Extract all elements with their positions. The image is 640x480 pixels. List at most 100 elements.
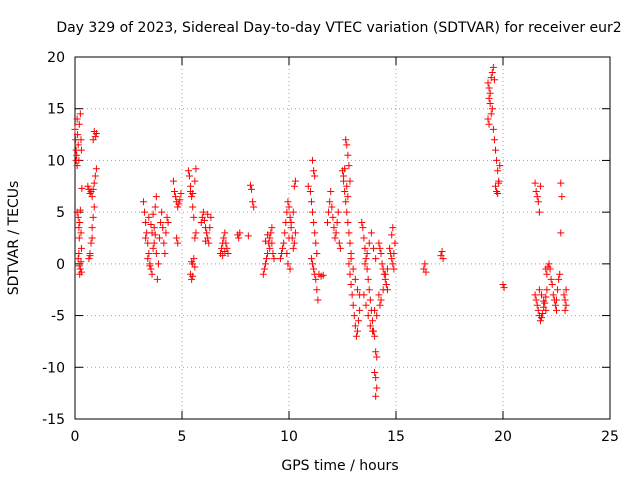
data-point (343, 208, 351, 216)
data-point (74, 131, 82, 139)
data-point (77, 136, 85, 144)
y-tick-label: 15 (47, 102, 65, 118)
y-tick-label: 5 (56, 205, 65, 221)
data-point (377, 250, 385, 258)
data-point (147, 265, 155, 273)
data-point (250, 203, 258, 211)
data-point (548, 281, 556, 289)
data-point (367, 229, 375, 237)
data-point (289, 244, 297, 252)
data-point (351, 322, 359, 330)
data-point (287, 218, 295, 226)
data-point (221, 229, 229, 237)
data-point (146, 262, 154, 270)
data-point (362, 255, 370, 263)
data-point (534, 198, 542, 206)
data-point (154, 260, 162, 268)
data-point (149, 210, 157, 218)
data-point (372, 255, 380, 263)
data-point (268, 224, 276, 232)
data-point (91, 133, 99, 141)
data-point (144, 255, 152, 263)
data-point (360, 291, 368, 299)
data-point (494, 190, 502, 198)
data-point (334, 208, 342, 216)
data-point (73, 115, 81, 123)
data-point (89, 213, 97, 221)
data-point (88, 193, 96, 201)
data-point (331, 234, 339, 242)
data-point (329, 213, 337, 221)
data-point (344, 151, 352, 159)
chart-title: Day 329 of 2023, Sidereal Day-to-day VTE… (56, 20, 621, 36)
x-tick-label: 0 (71, 429, 80, 445)
data-point (371, 306, 379, 314)
data-point (373, 312, 381, 320)
data-point (485, 94, 493, 102)
data-point (342, 198, 350, 206)
data-point (327, 187, 335, 195)
data-point (221, 247, 229, 255)
data-point (372, 348, 380, 356)
data-point (335, 239, 343, 247)
data-point (309, 156, 317, 164)
data-point (307, 198, 315, 206)
data-point (173, 234, 181, 242)
data-point (312, 275, 320, 283)
data-point (330, 224, 338, 232)
data-point (356, 306, 364, 314)
data-point (86, 252, 94, 260)
y-tick-label: -15 (42, 412, 65, 428)
data-point (188, 275, 196, 283)
data-point (199, 208, 207, 216)
data-point (175, 200, 183, 208)
y-tick-label: 20 (47, 50, 65, 66)
data-point (484, 115, 492, 123)
data-point (532, 296, 540, 304)
data-point (304, 182, 312, 190)
data-point (279, 244, 287, 252)
data-point (349, 265, 357, 273)
data-point (90, 203, 98, 211)
data-point (161, 250, 169, 258)
data-point (536, 317, 544, 325)
data-point (363, 265, 371, 273)
data-point (206, 224, 214, 232)
data-point (364, 275, 372, 283)
data-point (554, 286, 562, 294)
data-point (533, 301, 541, 309)
data-point (246, 181, 254, 189)
data-point (368, 317, 376, 325)
data-point (438, 247, 446, 255)
data-point (345, 260, 353, 268)
data-point (386, 244, 394, 252)
data-point (325, 208, 333, 216)
data-point (149, 244, 157, 252)
data-point (383, 265, 391, 273)
data-point (286, 265, 294, 273)
data-point (309, 260, 317, 268)
data-point (235, 234, 243, 242)
data-point (553, 296, 560, 304)
data-point (77, 244, 85, 252)
data-point (190, 255, 198, 263)
data-point (77, 146, 85, 154)
data-point (490, 136, 498, 144)
data-point (355, 317, 363, 325)
data-point (371, 368, 379, 376)
data-point (163, 213, 171, 221)
data-point (91, 172, 99, 180)
data-point (486, 89, 494, 97)
data-point (71, 125, 79, 133)
data-point (306, 187, 314, 195)
data-point (390, 265, 398, 273)
data-point (422, 268, 430, 276)
data-point (361, 260, 369, 268)
data-point (326, 198, 334, 206)
data-point (151, 231, 159, 239)
data-point (74, 213, 82, 221)
data-point (89, 185, 97, 193)
data-point (312, 239, 320, 247)
data-point (344, 193, 352, 201)
data-point (561, 306, 569, 314)
